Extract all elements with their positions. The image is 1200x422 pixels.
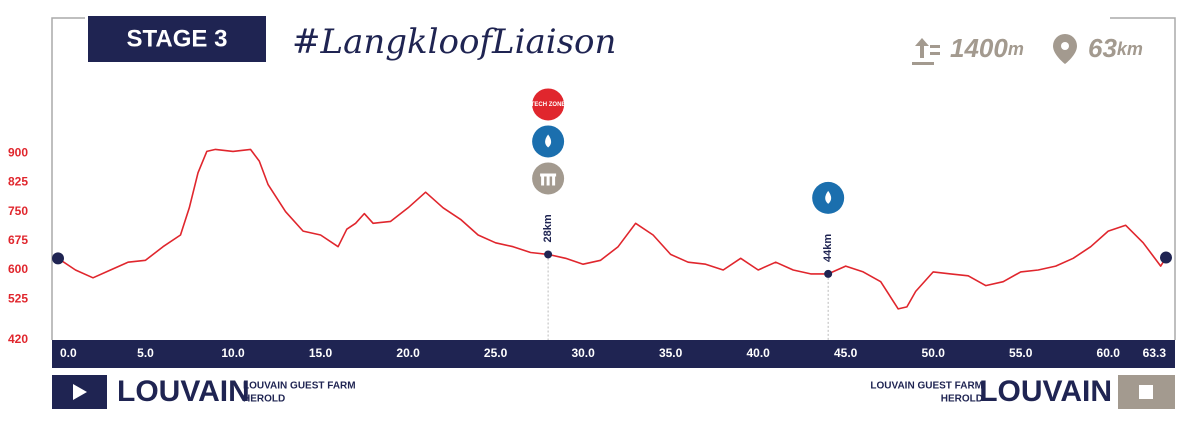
x-tick-label: 50.0 bbox=[922, 346, 946, 360]
y-tick-label: 750 bbox=[8, 204, 28, 218]
start-place: HEROLD bbox=[243, 394, 285, 405]
finish-icon bbox=[1139, 385, 1153, 399]
x-tick-label: 55.0 bbox=[1009, 346, 1033, 360]
tech-zone-label: TECH ZONE bbox=[531, 102, 566, 108]
finish-venue: LOUVAIN GUEST FARM bbox=[870, 381, 983, 392]
x-tick-label: 60.0 bbox=[1097, 346, 1121, 360]
x-tick-label: 15.0 bbox=[309, 346, 333, 360]
x-tick-label: 45.0 bbox=[834, 346, 858, 360]
y-tick-label: 600 bbox=[8, 262, 28, 276]
marker-label: 28km bbox=[542, 214, 554, 242]
x-tick-label: 35.0 bbox=[659, 346, 683, 360]
hashtag: #LangkloofLiaison bbox=[292, 22, 616, 62]
x-tick-label: 5.0 bbox=[137, 346, 154, 360]
elevation-line bbox=[57, 148, 1167, 310]
water-drop bbox=[545, 134, 552, 148]
x-tick-label: 40.0 bbox=[746, 346, 770, 360]
distance-unit: km bbox=[1117, 39, 1143, 59]
climb-icon bbox=[912, 38, 940, 65]
stats: 1400m 63km bbox=[912, 33, 1143, 65]
marker-icon bbox=[532, 88, 565, 121]
water-drop bbox=[825, 190, 832, 204]
climb-value: 1400 bbox=[950, 33, 1008, 63]
stage-box bbox=[88, 16, 266, 62]
finish-place: HEROLD bbox=[941, 394, 983, 405]
finish-dot bbox=[1160, 251, 1172, 264]
distance-icon-dot bbox=[1061, 42, 1069, 50]
feed-icon bbox=[540, 173, 557, 186]
climb-unit: m bbox=[1008, 39, 1024, 59]
finish-town: LOUVAIN bbox=[979, 375, 1112, 408]
frame bbox=[51, 17, 1176, 340]
x-tick-label: 10.0 bbox=[221, 346, 245, 360]
marker-label: 44km bbox=[822, 234, 834, 262]
y-tick-label: 525 bbox=[8, 291, 28, 305]
climb: 1400m bbox=[950, 33, 1024, 63]
x-axis-band bbox=[52, 340, 1175, 368]
y-tick-label: 420 bbox=[8, 332, 28, 346]
distance: 63km bbox=[1088, 33, 1143, 63]
y-tick-label: 675 bbox=[8, 233, 28, 247]
start-venue: LOUVAIN GUEST FARM bbox=[243, 381, 356, 392]
distance-value: 63 bbox=[1088, 33, 1117, 63]
marker-dot bbox=[824, 269, 833, 278]
x-tick-label: 20.0 bbox=[396, 346, 420, 360]
start-dot bbox=[52, 252, 64, 265]
x-tick-label: 0.0 bbox=[60, 346, 77, 360]
stage-title: STAGE 3 bbox=[127, 25, 228, 52]
marker-dot bbox=[544, 250, 553, 259]
y-tick-label: 825 bbox=[8, 175, 28, 189]
x-tick-label: 25.0 bbox=[484, 346, 508, 360]
x-tick-label: 30.0 bbox=[571, 346, 595, 360]
start-town: LOUVAIN bbox=[117, 375, 250, 408]
start-icon bbox=[73, 384, 87, 400]
x-tick-label: 63.3 bbox=[1143, 346, 1167, 360]
y-tick-label: 900 bbox=[8, 146, 28, 160]
